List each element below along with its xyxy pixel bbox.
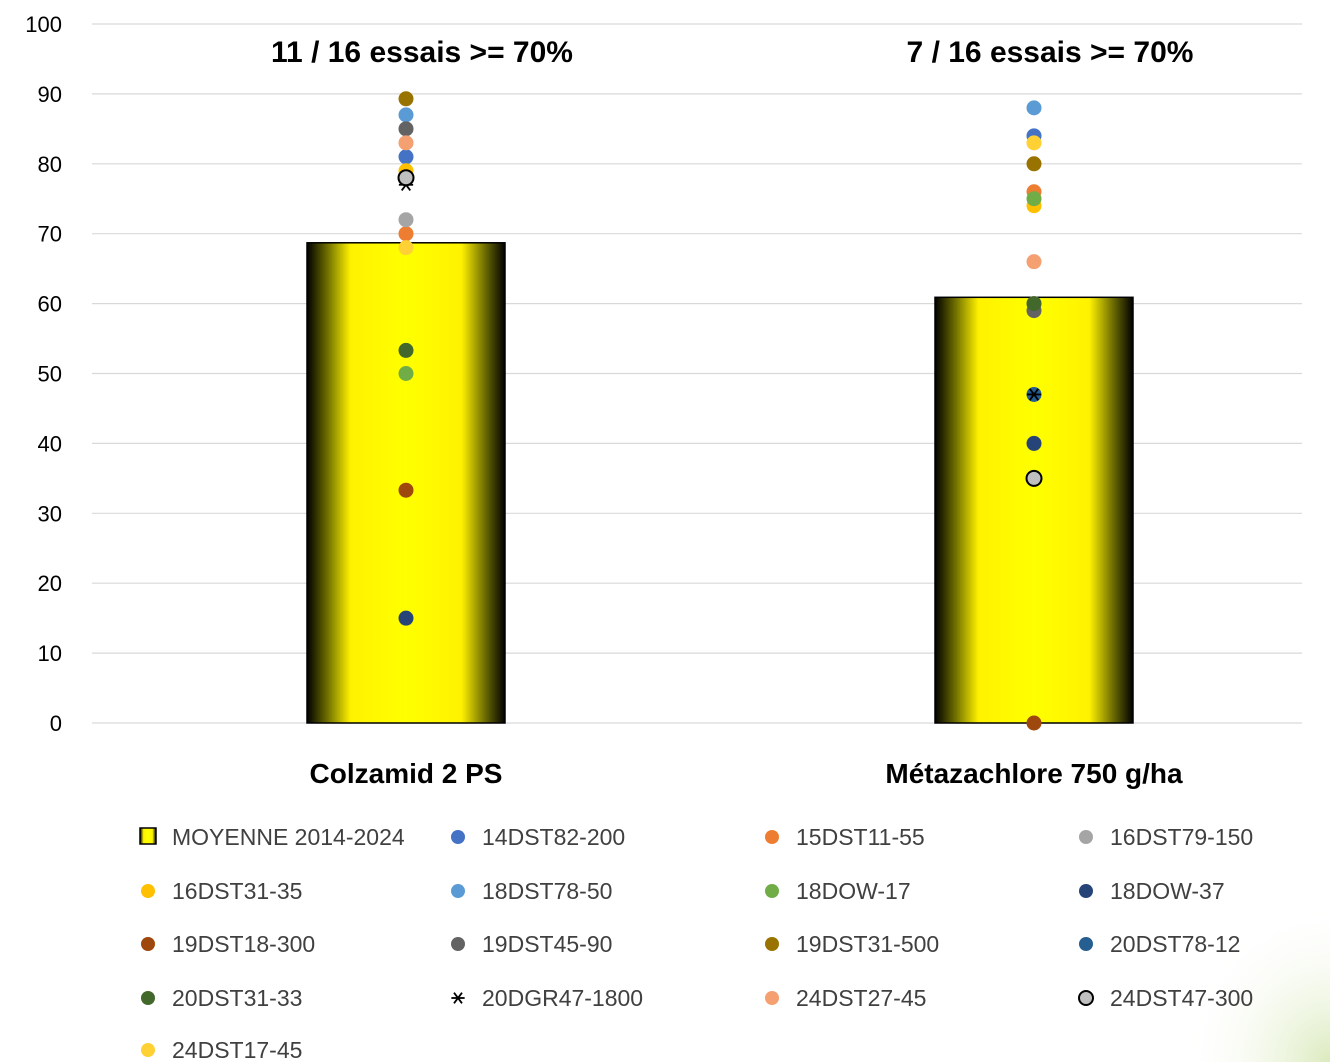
point-19DST18-300-2 xyxy=(1026,715,1042,731)
point-16DST79-150-1 xyxy=(398,212,414,228)
legend-label-19DST31-500: 19DST31-500 xyxy=(796,931,939,957)
legend-swatch-18DOW-17 xyxy=(765,884,779,898)
scatter-points xyxy=(397,91,1043,731)
point-15DST11-55-1 xyxy=(398,226,414,242)
legend-swatch-20DST78-12 xyxy=(1079,937,1093,951)
bars xyxy=(306,242,1134,724)
legend: MOYENNE 2014-2024 14DST82-200 15DST11-55 16… xyxy=(139,824,1253,1062)
legend-label-20DST31-33: 20DST31-33 xyxy=(172,985,302,1011)
legend-swatch-19DST31-500 xyxy=(765,937,779,951)
x-category-label-1: Colzamid 2 PS xyxy=(310,758,503,789)
y-axis: 0 10 20 30 40 50 60 70 80 90 100 xyxy=(25,12,62,736)
point-18DOW-37-2 xyxy=(1026,435,1042,451)
point-20DST31-33-2 xyxy=(1026,296,1042,312)
point-24DST17-45-1 xyxy=(398,240,414,256)
legend-label-18DST78-50: 18DST78-50 xyxy=(482,878,612,904)
x-category-label-2: Métazachlore 750 g/ha xyxy=(885,758,1183,789)
legend-label-18DOW-17: 18DOW-17 xyxy=(796,878,911,904)
point-20DGR47-1800-2-stroke-2 xyxy=(1029,388,1039,401)
legend-label-19DST18-300: 19DST18-300 xyxy=(172,931,315,957)
point-18DST78-50-1 xyxy=(398,107,414,123)
point-24DST27-45-2 xyxy=(1026,254,1042,270)
background-glow xyxy=(1000,700,1330,1062)
legend-label-24DST47-300: 24DST47-300 xyxy=(1110,985,1253,1011)
point-20DST31-33-1 xyxy=(398,342,414,358)
legend-label-MOYENNE 2014-2024: MOYENNE 2014-2024 xyxy=(172,824,405,850)
y-tick-label-80: 80 xyxy=(38,152,62,177)
legend-label-19DST45-90: 19DST45-90 xyxy=(482,931,612,957)
y-tick-label-60: 60 xyxy=(38,292,62,317)
legend-label-15DST11-55: 15DST11-55 xyxy=(796,824,925,850)
legend-swatch-24DST17-45 xyxy=(141,1043,155,1057)
y-tick-label-100: 100 xyxy=(25,12,62,37)
legend-swatch-18DOW-37 xyxy=(1079,884,1093,898)
point-18DOW-17-2 xyxy=(1026,191,1042,207)
y-tick-label-0: 0 xyxy=(50,711,62,736)
point-24DST27-45-1 xyxy=(398,135,414,151)
legend-swatch-bar xyxy=(139,827,157,845)
legend-swatch-20DGR47-1800-stroke-2 xyxy=(453,992,463,1004)
point-19DST18-300-1 xyxy=(398,482,414,498)
legend-label-16DST31-35: 16DST31-35 xyxy=(172,878,302,904)
point-24DST17-45-2 xyxy=(1026,135,1042,151)
y-tick-label-40: 40 xyxy=(38,431,62,456)
point-19DST31-500-2 xyxy=(1026,156,1042,172)
legend-swatch-16DST79-150 xyxy=(1079,830,1093,844)
legend-swatch-24DST47-300 xyxy=(1078,990,1094,1006)
annotation-2: 7 / 16 essais >= 70% xyxy=(907,36,1194,69)
legend-swatch-24DST27-45 xyxy=(765,991,779,1005)
legend-label-20DST78-12: 20DST78-12 xyxy=(1110,931,1240,957)
y-tick-label-70: 70 xyxy=(38,222,62,247)
gridlines xyxy=(92,23,1302,724)
legend-label-20DGR47-1800: 20DGR47-1800 xyxy=(482,985,643,1011)
legend-swatch-20DST31-33 xyxy=(141,991,155,1005)
legend-swatch-14DST82-200 xyxy=(451,830,465,844)
point-19DST31-500-1 xyxy=(398,91,414,107)
annotation-1: 11 / 16 essais >= 70% xyxy=(271,36,573,69)
point-19DST45-90-1 xyxy=(398,121,414,137)
legend-swatch-19DST18-300 xyxy=(141,937,155,951)
point-24DST47-300-2 xyxy=(1025,469,1043,487)
y-tick-label-90: 90 xyxy=(38,82,62,107)
point-18DST78-50-2 xyxy=(1026,100,1042,116)
y-tick-label-20: 20 xyxy=(38,571,62,596)
point-18DOW-37-1 xyxy=(398,610,414,626)
legend-swatch-16DST31-35 xyxy=(141,884,155,898)
point-24DST47-300-1 xyxy=(397,169,415,187)
y-tick-label-30: 30 xyxy=(38,501,62,526)
y-tick-label-50: 50 xyxy=(38,362,62,387)
legend-label-24DST27-45: 24DST27-45 xyxy=(796,985,926,1011)
legend-swatch-19DST45-90 xyxy=(451,937,465,951)
legend-swatch-20DGR47-1800 xyxy=(451,992,465,1004)
legend-label-24DST17-45: 24DST17-45 xyxy=(172,1037,302,1062)
legend-swatch-15DST11-55 xyxy=(765,830,779,844)
legend-label-18DOW-37: 18DOW-37 xyxy=(1110,878,1225,904)
legend-swatch-18DST78-50 xyxy=(451,884,465,898)
point-18DOW-17-1 xyxy=(398,366,414,381)
point-14DST82-200-1 xyxy=(398,149,414,165)
bar-2 xyxy=(934,296,1134,724)
legend-label-16DST79-150: 16DST79-150 xyxy=(1110,824,1253,850)
chart-text: 11 / 16 essais >= 70% 7 / 16 essais >= 70… xyxy=(271,36,1193,789)
legend-label-14DST82-200: 14DST82-200 xyxy=(482,824,625,850)
y-tick-label-10: 10 xyxy=(38,641,62,666)
point-20DGR47-1800-2 xyxy=(1026,388,1042,401)
